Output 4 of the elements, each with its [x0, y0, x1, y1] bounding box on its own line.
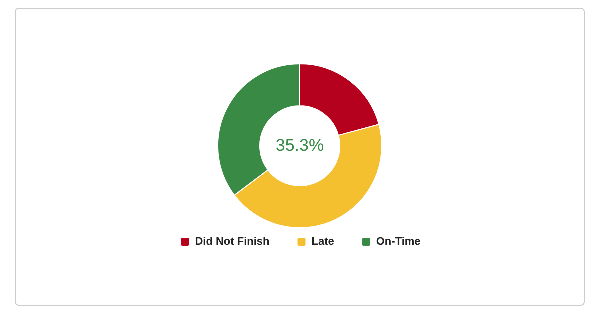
legend-label: On-Time [376, 236, 421, 248]
legend-label: Did Not Finish [195, 236, 270, 248]
text: 35.3% [276, 136, 324, 155]
legend-label: Late [312, 236, 334, 248]
